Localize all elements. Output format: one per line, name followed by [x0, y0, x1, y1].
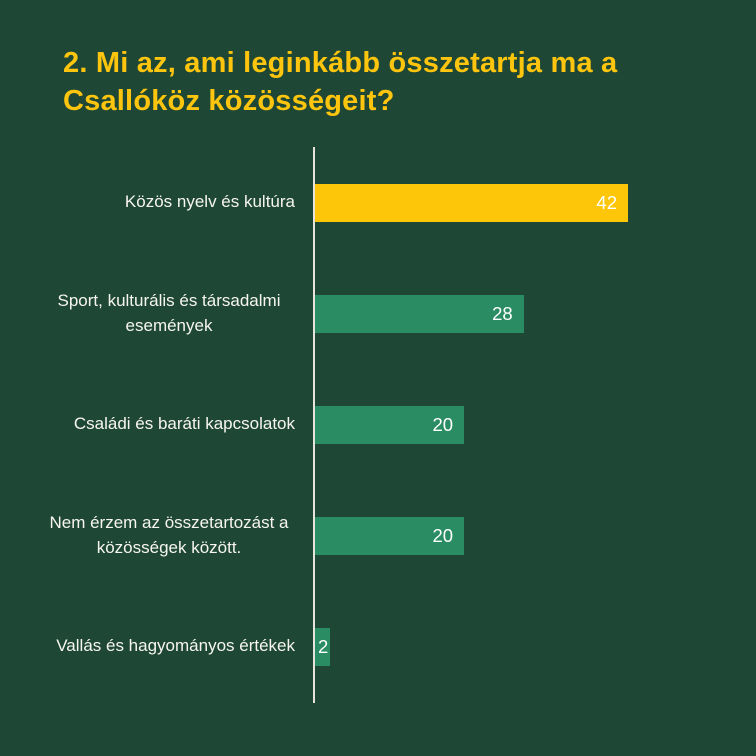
category-label: Nem érzem az összetartozást a közösségek…	[0, 511, 313, 560]
bar-area: 2	[313, 627, 756, 666]
category-label-text: Családi és baráti kapcsolatok	[73, 414, 295, 434]
category-label: Közös nyelv és kultúra	[0, 190, 313, 215]
bar: 20	[315, 516, 465, 555]
category-label-text: Vallás és hagyományos értékek	[56, 636, 295, 656]
bar-area: 20	[313, 516, 756, 555]
bar-row: Nem érzem az összetartozást a közösségek…	[0, 480, 756, 591]
bar-area: 42	[313, 183, 756, 222]
bar-area: 20	[313, 405, 756, 444]
chart-rows: Közös nyelv és kultúra 42 Sport, kulturá…	[0, 147, 756, 703]
bar: 28	[315, 294, 524, 333]
category-label-text: Közös nyelv és kultúra	[124, 192, 295, 212]
bar-area: 28	[313, 294, 756, 333]
bar-row: Közös nyelv és kultúra 42	[0, 147, 756, 258]
bar: 20	[315, 405, 465, 444]
bar-value-label: 20	[432, 524, 454, 546]
category-label-text: Sport, kulturális és társadalmi eseménye…	[57, 290, 281, 335]
bar-value-label: 20	[432, 413, 454, 435]
bar-row: Családi és baráti kapcsolatok 20	[0, 369, 756, 480]
bar: 2	[315, 627, 330, 666]
category-label: Sport, kulturális és társadalmi eseménye…	[0, 289, 313, 338]
category-label: Vallás és hagyományos értékek	[0, 634, 313, 659]
chart-title: 2. Mi az, ami leginkább összetartja ma a…	[63, 47, 618, 117]
axis-baseline	[313, 147, 315, 703]
bar-value-label: 42	[596, 191, 617, 213]
bar-chart: Közös nyelv és kultúra 42 Sport, kulturá…	[0, 147, 756, 703]
bar-row: Vallás és hagyományos értékek 2	[0, 591, 756, 702]
category-label: Családi és baráti kapcsolatok	[0, 412, 313, 437]
bar: 42	[315, 183, 628, 222]
category-label-text: Nem érzem az összetartozást a közösségek…	[49, 512, 289, 557]
bar-row: Sport, kulturális és társadalmi eseménye…	[0, 258, 756, 369]
bar-value-label: 2	[318, 635, 329, 657]
bar-value-label: 28	[492, 302, 513, 324]
